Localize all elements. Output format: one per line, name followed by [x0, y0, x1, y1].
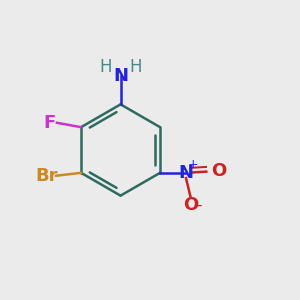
Text: H: H: [99, 58, 112, 76]
Text: O: O: [183, 196, 198, 214]
Text: Br: Br: [35, 167, 58, 185]
Text: N: N: [113, 68, 128, 85]
Text: +: +: [188, 158, 199, 171]
Text: N: N: [178, 164, 194, 182]
Text: H: H: [130, 58, 142, 76]
Text: -: -: [196, 198, 202, 213]
Text: F: F: [44, 114, 56, 132]
Text: O: O: [211, 162, 226, 180]
